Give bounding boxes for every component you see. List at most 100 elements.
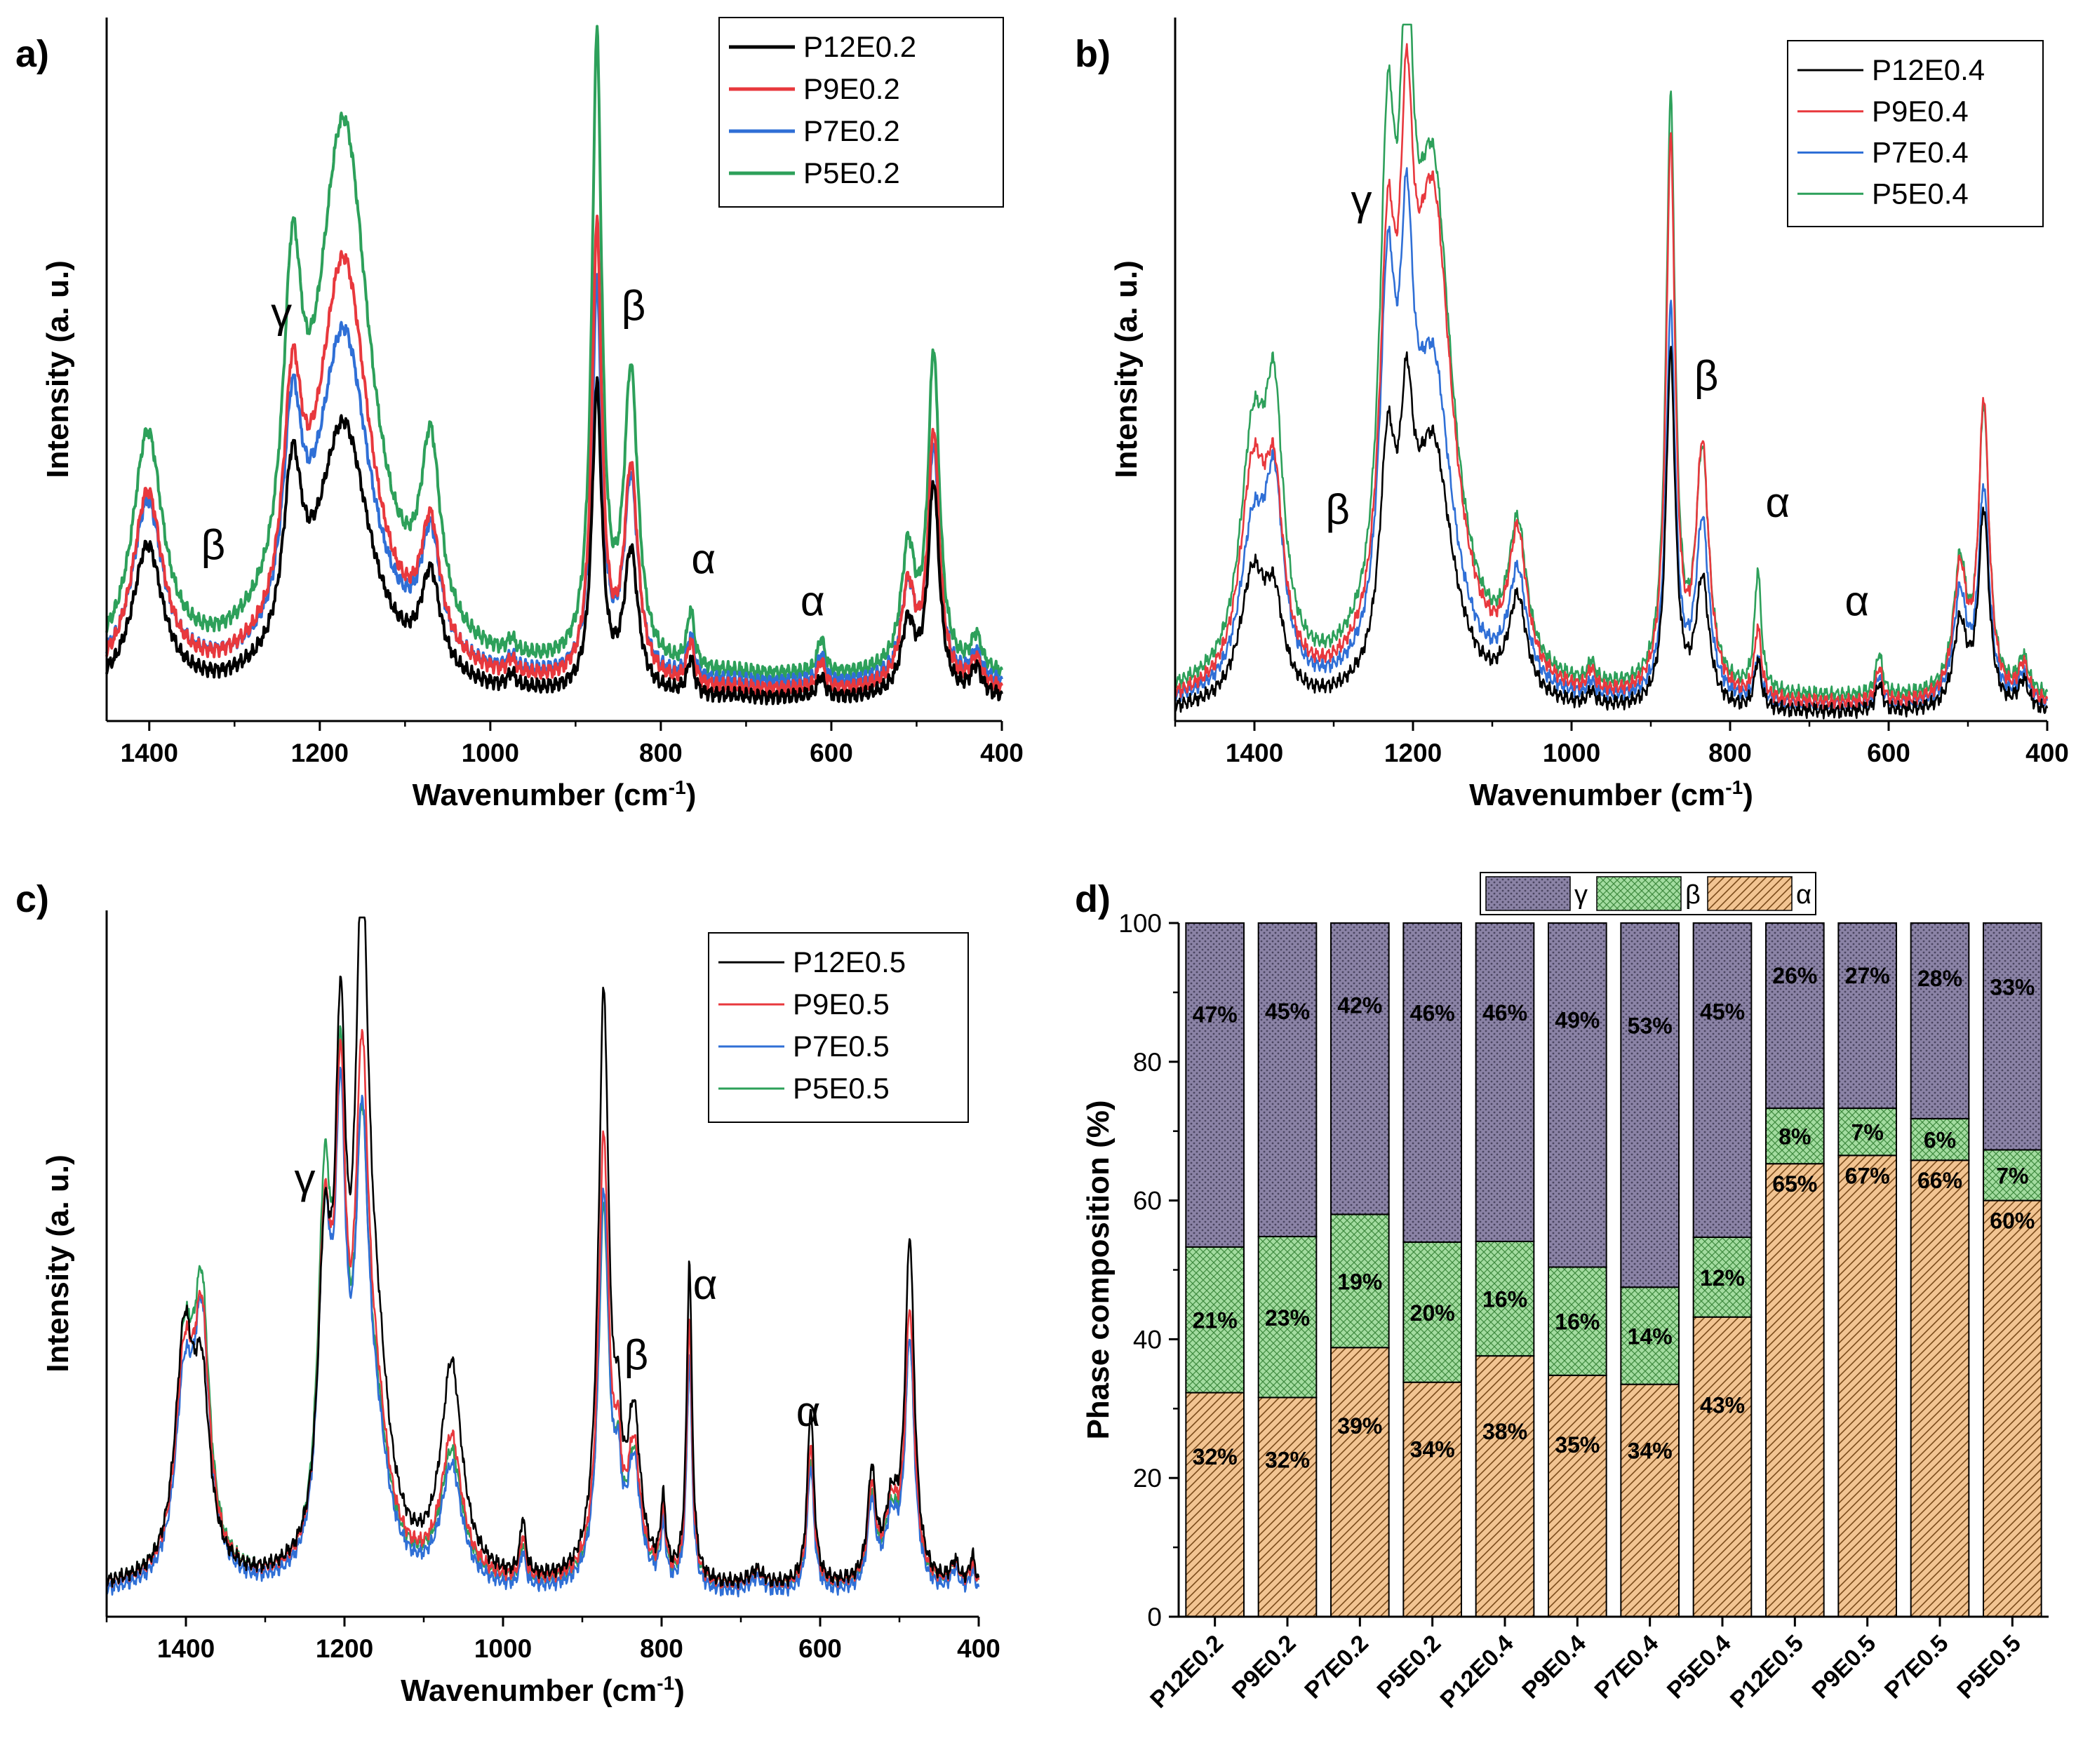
series-line-p5e0-2 (105, 25, 1003, 681)
bar-data-label: 34% (1410, 1437, 1455, 1462)
bar-segment-alpha (1620, 1383, 1680, 1618)
phase-annotation: γ (1351, 177, 1372, 224)
bar-segment-gamma (1620, 922, 1680, 1288)
panel-label: c) (15, 878, 49, 920)
bar-data-label: 49% (1555, 1007, 1600, 1032)
legend-label: P5E0.5 (793, 1072, 890, 1105)
bar-data-label: 46% (1410, 1000, 1455, 1025)
bar-segment-alpha (1692, 1316, 1753, 1617)
legend-label: P12E0.2 (803, 30, 916, 63)
bar-data-label: 39% (1337, 1413, 1382, 1439)
x-axis-title-superscript: -1 (1725, 776, 1743, 798)
phase-annotation: γ (295, 1155, 316, 1202)
legend-label: P9E0.5 (793, 988, 890, 1021)
legend-label: P12E0.4 (1872, 53, 1985, 86)
series-line-p5e0-4 (1174, 23, 2049, 703)
y-tick-label: 100 (1118, 909, 1162, 938)
legend-label: P9E0.4 (1872, 95, 1969, 128)
bar-segment-alpha (1402, 1381, 1463, 1618)
panel-a: a) 1400 1200 1000 800 600 400 Wavenumber (cm-1… (15, 17, 1024, 812)
x-axis-title-superscript: -1 (657, 1672, 674, 1694)
x-axis-title-superscript: -1 (669, 776, 686, 798)
bar-data-label: 65% (1772, 1171, 1817, 1197)
bar-data-label: 42% (1337, 992, 1382, 1018)
bar-data-label: 53% (1628, 1013, 1673, 1038)
legend-label: P7E0.4 (1872, 136, 1969, 169)
bar-segment-gamma (1330, 922, 1390, 1216)
x-tick-label: 800 (639, 739, 683, 767)
bar-data-label: 60% (1990, 1208, 2035, 1234)
bar-segment-gamma (1983, 922, 2042, 1151)
bar-segment-alpha (1330, 1347, 1390, 1617)
phase-annotation: α (691, 535, 716, 582)
legend-label: P5E0.2 (803, 156, 900, 189)
y-axis-title: Intensity (a. u.) (41, 260, 75, 478)
bar-data-label: 21% (1193, 1308, 1238, 1333)
category-label: P5E0.4 (1662, 1630, 1736, 1704)
bar-data-label: 23% (1265, 1305, 1310, 1331)
y-tick-label: 0 (1147, 1603, 1162, 1631)
bar-data-label: 45% (1265, 999, 1310, 1024)
x-tick-label: 800 (1708, 739, 1752, 767)
legend-swatch (1485, 876, 1571, 911)
bar-segment-beta (1402, 1241, 1463, 1383)
legend-label: P12E0.5 (793, 945, 906, 978)
phase-annotation: α (796, 1388, 821, 1435)
legend-label: P7E0.2 (803, 114, 900, 147)
bar-segment-beta (1692, 1237, 1753, 1318)
bar-data-label: 14% (1628, 1324, 1673, 1349)
bar-data-label: 32% (1193, 1444, 1238, 1469)
category-label: P9E0.4 (1517, 1630, 1591, 1704)
bar-data-label: 7% (1851, 1120, 1884, 1145)
bar-data-label: 27% (1845, 963, 1890, 988)
bar-data-label: 34% (1628, 1439, 1673, 1464)
bar-segment-alpha (1983, 1199, 2042, 1617)
phase-annotation: β (624, 1332, 649, 1379)
x-tick-label: 400 (2025, 739, 2069, 767)
legend-swatch (1596, 876, 1682, 911)
legend-label: γ (1574, 880, 1588, 910)
x-axis-title: Wavenumber (cm-1) (1469, 776, 1753, 812)
x-tick-label: 400 (957, 1634, 1000, 1663)
series-line-p12e0-5 (105, 916, 980, 1589)
phase-annotation: β (201, 521, 226, 568)
x-tick-label: 1400 (1226, 739, 1283, 767)
panel-label: b) (1075, 33, 1111, 75)
x-axis-title: Wavenumber (cm-1) (413, 776, 697, 812)
x-tick-label: 600 (1867, 739, 1910, 767)
bar-data-label: 16% (1555, 1309, 1600, 1335)
category-label: P12E0.5 (1725, 1630, 1809, 1713)
bar-segment-alpha (1475, 1355, 1535, 1617)
bar-segment-beta (1983, 1149, 2042, 1201)
bar-segment-gamma (1257, 922, 1318, 1238)
bar-data-label: 12% (1700, 1265, 1745, 1291)
x-tick-label: 1200 (316, 1634, 373, 1663)
phase-annotation: α (801, 578, 825, 625)
series-line-p7e0-2 (105, 273, 1003, 691)
x-tick-label: 400 (980, 739, 1024, 767)
category-label: P7E0.4 (1590, 1630, 1664, 1704)
legend-box (708, 932, 969, 1123)
bar-data-label: 7% (1996, 1164, 2028, 1189)
series-line-p9e0-4 (1174, 43, 2049, 711)
bar-segment-alpha (1765, 1163, 1825, 1617)
bar-segment-alpha (1837, 1154, 1897, 1617)
x-tick-label: 1200 (1384, 739, 1442, 767)
phase-annotation: β (1325, 486, 1350, 533)
legend-label: P7E0.5 (793, 1030, 890, 1063)
y-axis-title: Phase composition (%) (1081, 1100, 1116, 1439)
category-label: P5E0.2 (1372, 1630, 1447, 1704)
x-tick-label: 1000 (474, 1634, 532, 1663)
bar-segment-gamma (1402, 922, 1463, 1243)
legend-label: P5E0.4 (1872, 177, 1969, 210)
bar-segment-beta (1548, 1266, 1607, 1376)
y-tick-label: 20 (1133, 1464, 1162, 1493)
bar-data-label: 16% (1482, 1287, 1527, 1312)
phase-annotation: α (693, 1261, 718, 1308)
x-axis-title-main: Wavenumber (cm (401, 1674, 657, 1708)
bar-data-label: 45% (1700, 999, 1745, 1024)
category-label: P7E0.2 (1299, 1630, 1374, 1704)
x-axis-title-close: ) (686, 778, 697, 812)
legend-swatch (1707, 876, 1793, 911)
panel-d: d) 32% 21% 47% P12E0.2 32% 23% 45% P9E0.2 39% 19%… (1075, 872, 2049, 1713)
